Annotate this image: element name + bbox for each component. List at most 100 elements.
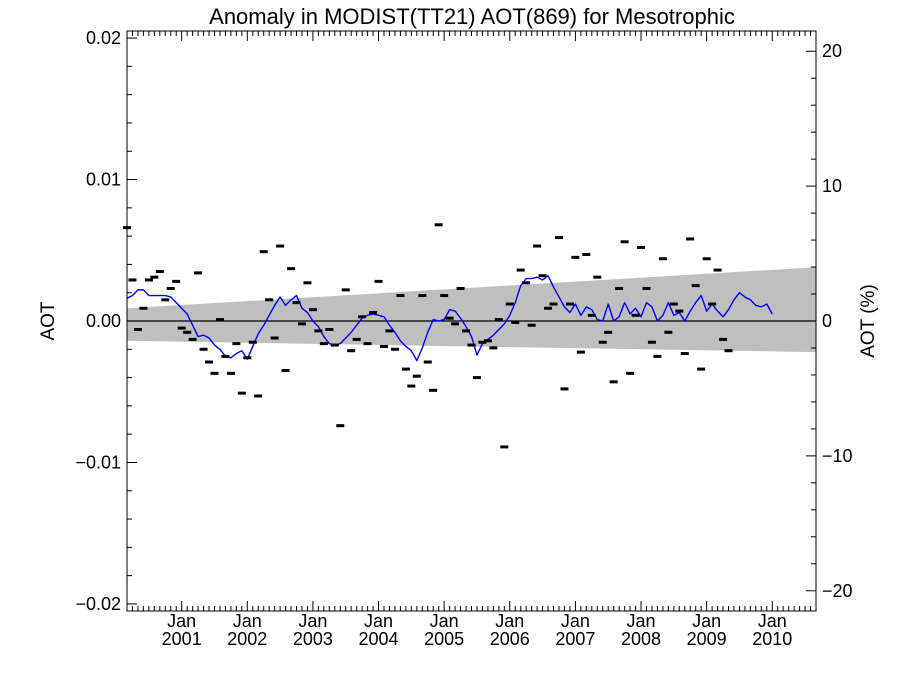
series-1-line xyxy=(126,275,773,362)
x-tick-label-month: Jan xyxy=(627,611,656,631)
y-tick-label-left: −0.02 xyxy=(75,594,121,614)
data-point xyxy=(248,340,257,344)
data-point xyxy=(297,322,306,326)
data-point xyxy=(412,374,421,378)
data-point xyxy=(259,250,268,254)
data-point xyxy=(533,244,542,248)
y-axis-label-right: AOT (%) xyxy=(858,284,879,358)
x-tick-label-year: 2006 xyxy=(490,629,530,649)
data-point xyxy=(423,360,432,364)
confidence-band xyxy=(127,267,816,353)
data-point xyxy=(336,424,345,428)
data-point xyxy=(697,367,706,371)
data-point xyxy=(144,278,153,282)
data-point xyxy=(199,347,208,351)
data-point xyxy=(369,311,378,315)
data-point xyxy=(325,327,334,331)
data-point xyxy=(691,284,700,288)
data-point xyxy=(172,279,181,283)
data-point xyxy=(451,322,460,326)
data-point xyxy=(500,445,509,449)
data-point xyxy=(188,337,197,341)
data-point xyxy=(658,257,667,261)
data-point xyxy=(456,286,465,290)
data-point xyxy=(226,371,235,375)
data-point xyxy=(647,340,656,344)
data-point xyxy=(713,268,722,272)
data-point xyxy=(604,330,613,334)
data-point xyxy=(615,286,624,290)
data-point xyxy=(374,279,383,283)
x-tick-label-month: Jan xyxy=(364,611,393,631)
data-point xyxy=(626,371,635,375)
x-tick-label-year: 2008 xyxy=(621,629,661,649)
data-point xyxy=(276,244,285,248)
data-point xyxy=(708,302,717,306)
data-point xyxy=(243,356,252,360)
axis-ticks-layer: 0.020.010.00−0.01−0.0220100−10−20Jan2001… xyxy=(75,28,852,649)
data-point xyxy=(232,342,241,346)
x-tick-label-month: Jan xyxy=(758,611,787,631)
y-tick-label-left: −0.01 xyxy=(75,452,121,472)
x-tick-label-year: 2003 xyxy=(293,629,333,649)
data-point xyxy=(380,344,389,348)
data-point xyxy=(139,306,148,310)
data-point xyxy=(538,274,547,278)
data-point xyxy=(177,326,186,330)
y-tick-label-left: 0.00 xyxy=(86,311,121,331)
data-point xyxy=(494,318,503,322)
data-point xyxy=(319,342,328,346)
data-point xyxy=(133,327,142,331)
data-point xyxy=(467,343,476,347)
data-point xyxy=(341,288,350,292)
data-point xyxy=(686,237,695,241)
data-point xyxy=(587,313,596,317)
y-tick-label-left: 0.02 xyxy=(86,28,121,48)
y-tick-label-left: 0.01 xyxy=(86,170,121,190)
data-point xyxy=(631,313,640,317)
data-point xyxy=(724,349,733,353)
x-tick-label-month: Jan xyxy=(298,611,327,631)
data-point xyxy=(478,340,487,344)
data-point xyxy=(128,278,137,282)
data-point xyxy=(576,350,585,354)
data-point xyxy=(544,306,553,310)
data-point xyxy=(516,268,525,272)
data-point xyxy=(637,245,646,249)
y-tick-label-right: 20 xyxy=(822,41,842,61)
data-point xyxy=(352,337,361,341)
data-point xyxy=(270,336,279,340)
data-point xyxy=(462,329,471,333)
data-point xyxy=(609,380,618,384)
data-point xyxy=(166,286,175,290)
data-point xyxy=(205,360,214,364)
data-point xyxy=(254,394,263,398)
x-tick-label-month: Jan xyxy=(233,611,262,631)
data-point xyxy=(593,275,602,279)
chart-title: Anomaly in MODIST(TT21) AOT(869) for Mes… xyxy=(209,4,735,29)
data-point xyxy=(401,367,410,371)
data-point xyxy=(560,387,569,391)
data-point xyxy=(161,298,170,302)
data-point xyxy=(150,275,159,279)
data-point xyxy=(445,316,454,320)
data-point xyxy=(292,301,301,305)
data-point xyxy=(221,354,230,358)
y-tick-label-right: 10 xyxy=(822,176,842,196)
data-point xyxy=(675,309,684,313)
data-point xyxy=(314,329,323,333)
data-point xyxy=(429,388,438,392)
data-point xyxy=(549,302,558,306)
data-point xyxy=(287,267,296,271)
x-tick-label-year: 2007 xyxy=(555,629,595,649)
x-tick-label-month: Jan xyxy=(561,611,590,631)
data-point xyxy=(308,308,317,312)
x-tick-label-year: 2005 xyxy=(424,629,464,649)
data-point xyxy=(554,236,563,240)
x-tick-label-year: 2002 xyxy=(227,629,267,649)
y-tick-label-right: −20 xyxy=(822,581,853,601)
data-point xyxy=(347,349,356,353)
y-axis-label-left: AOT xyxy=(38,301,59,340)
y-tick-label-right: 0 xyxy=(822,311,832,331)
data-point xyxy=(418,294,427,298)
